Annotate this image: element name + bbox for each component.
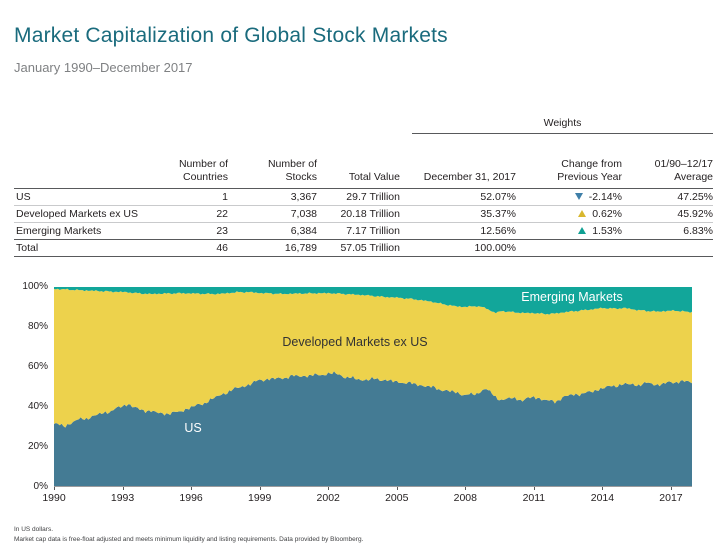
y-axis-tick-label: 20% xyxy=(27,441,48,452)
cell-total-value: 57.05 Trillion xyxy=(317,239,400,257)
page-subtitle: January 1990–December 2017 xyxy=(14,60,193,75)
cell-average-weight xyxy=(622,239,714,257)
x-axis-tick-mark xyxy=(602,487,604,490)
col-header-average: 01/90–12/17 Average xyxy=(622,134,714,189)
y-axis-tick-label: 60% xyxy=(27,361,48,372)
col-header-dec-2017: December 31, 2017 xyxy=(400,134,516,189)
x-axis-tick-mark xyxy=(670,487,672,490)
x-axis-tick-label: 2011 xyxy=(522,492,546,504)
x-axis-tick-mark xyxy=(465,487,467,490)
col-header-name xyxy=(14,134,164,189)
footnote-source: Market cap data is free-float adjusted a… xyxy=(14,536,364,544)
change-text: -2.14% xyxy=(588,190,622,203)
cell-change-from-previous-year: 0.62% xyxy=(516,205,622,223)
cell-number-of-stocks: 7,038 xyxy=(228,205,317,223)
x-axis-tick-label: 2005 xyxy=(385,492,409,504)
cell-number-of-countries: 23 xyxy=(164,222,228,240)
y-axis-tick-label: 100% xyxy=(22,281,48,292)
cell-market-name: Developed Markets ex US xyxy=(14,205,164,223)
y-axis-tick-label: 80% xyxy=(27,321,48,332)
cell-number-of-stocks: 3,367 xyxy=(228,188,317,206)
x-axis-tick-label: 2002 xyxy=(316,492,340,504)
cell-number-of-countries: 46 xyxy=(164,239,228,257)
footnotes: In US dollars. Market cap data is free-f… xyxy=(14,525,363,546)
cell-number-of-countries: 22 xyxy=(164,205,228,223)
area-label-emerging-markets: Emerging Markets xyxy=(521,290,623,304)
cell-weight-dec-2017: 100.00% xyxy=(400,239,516,257)
cell-average-weight: 45.92% xyxy=(622,205,714,223)
chart-plot-area xyxy=(54,287,692,487)
col-header-total-value: Total Value xyxy=(317,134,400,189)
y-axis-tick-label: 0% xyxy=(33,481,48,492)
column-header-row: Number of Countries Number of Stocks Tot… xyxy=(14,134,714,189)
change-up-icon xyxy=(578,227,587,235)
stacked-area-chart: Emerging Markets Developed Markets ex US… xyxy=(0,281,720,515)
x-axis-tick-mark xyxy=(533,487,535,490)
x-axis-tick-label: 1993 xyxy=(110,492,135,504)
x-axis-tick-mark xyxy=(122,487,124,490)
x-axis-tick-label: 2014 xyxy=(590,492,615,504)
x-axis-tick-label: 1996 xyxy=(179,492,203,504)
table-row: Emerging Markets 23 6,384 7.17 Trillion 12.5… xyxy=(14,222,714,240)
x-axis-tick-label: 2008 xyxy=(453,492,477,504)
change-value: 0.62% xyxy=(578,208,622,220)
table-row: US 1 3,367 29.7 Trillion 52.07% -2.14% 47.25% xyxy=(14,188,714,206)
cell-number-of-stocks: 6,384 xyxy=(228,222,317,240)
col-header-countries: Number of Countries xyxy=(164,134,228,189)
table-row: Total 46 16,789 57.05 Trillion 100.00% xyxy=(14,239,714,257)
market-cap-table: Weights Number of Countries Number of St… xyxy=(14,110,714,257)
x-axis-tick-label: 2017 xyxy=(659,492,683,504)
x-axis-tick-label: 1999 xyxy=(247,492,272,504)
weights-group-header: Weights xyxy=(412,117,714,134)
cell-total-value: 7.17 Trillion xyxy=(317,222,400,240)
change-down-icon xyxy=(574,193,583,201)
change-value: -2.14% xyxy=(574,190,622,203)
cell-market-name: Emerging Markets xyxy=(14,222,164,240)
area-label-us: US xyxy=(184,421,202,435)
col-header-change: Change from Previous Year xyxy=(516,134,622,189)
x-axis-tick-mark xyxy=(54,487,55,490)
cell-change-from-previous-year: -2.14% xyxy=(516,188,622,206)
weights-group-row: Weights xyxy=(14,110,714,134)
area-us xyxy=(54,371,692,487)
change-up-icon xyxy=(578,210,587,218)
cell-market-name: Total xyxy=(14,239,164,257)
cell-change-from-previous-year xyxy=(516,239,622,257)
x-axis-tick-mark xyxy=(396,487,398,490)
page-title: Market Capitalization of Global Stock Ma… xyxy=(14,24,448,47)
cell-total-value: 20.18 Trillion xyxy=(317,205,400,223)
footnote-currency: In US dollars. xyxy=(14,526,54,533)
x-axis-tick-mark xyxy=(191,487,193,490)
col-header-stocks: Number of Stocks xyxy=(228,134,317,189)
cell-number-of-stocks: 16,789 xyxy=(228,239,317,257)
area-developed-markets-ex-us xyxy=(54,288,692,428)
cell-weight-dec-2017: 52.07% xyxy=(400,188,516,206)
cell-total-value: 29.7 Trillion xyxy=(317,188,400,206)
cell-average-weight: 6.83% xyxy=(622,222,714,240)
area-label-developed-markets: Developed Markets ex US xyxy=(282,335,428,349)
cell-weight-dec-2017: 35.37% xyxy=(400,205,516,223)
change-value: 1.53% xyxy=(578,225,622,237)
cell-average-weight: 47.25% xyxy=(622,188,714,206)
x-axis-tick-mark xyxy=(328,487,330,490)
cell-market-name: US xyxy=(14,188,164,206)
cell-weight-dec-2017: 12.56% xyxy=(400,222,516,240)
change-text: 0.62% xyxy=(592,207,622,220)
area-emerging-markets xyxy=(54,287,692,315)
x-axis-tick-mark xyxy=(259,487,261,490)
x-axis-tick-label: 1990 xyxy=(42,492,66,504)
y-axis-tick-label: 40% xyxy=(27,401,48,412)
table-row: Developed Markets ex US 22 7,038 20.18 Tril… xyxy=(14,205,714,223)
cell-number-of-countries: 1 xyxy=(164,188,228,206)
cell-change-from-previous-year: 1.53% xyxy=(516,222,622,240)
change-text: 1.53% xyxy=(592,224,622,237)
